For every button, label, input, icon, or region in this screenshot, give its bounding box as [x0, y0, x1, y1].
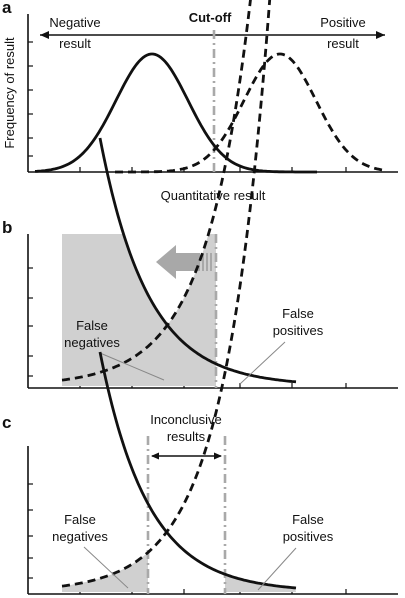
panel-b-false-positives-label-2: positives [273, 323, 324, 338]
panel-c-false-positives-label-2: positives [283, 529, 334, 544]
panel-c-false-negatives-label: False [64, 512, 96, 527]
panel-c-y-ticks [28, 483, 33, 579]
panel-a-positive-label-2: result [327, 36, 359, 51]
panel-b-shift-left-arrow [156, 245, 212, 279]
panel-a-double-arrow [40, 31, 385, 39]
panel-a: a Frequency of result Quantitative resul… [2, 0, 398, 203]
panel-c-inconclusive-arrow [151, 452, 222, 460]
panel-c-inconclusive-label-2: results [167, 429, 206, 444]
panel-b-y-ticks [28, 267, 33, 377]
panel-a-letter: a [2, 0, 12, 17]
panel-c: c Inconclusive [2, 0, 398, 595]
panel-a-x-axis-label: Quantitative result [161, 188, 266, 203]
panel-c-false-negatives-area [62, 552, 148, 592]
panel-a-negative-label-2: result [59, 36, 91, 51]
panel-a-cutoff-label: Cut-off [189, 10, 232, 25]
panel-b-negative-curve [98, 137, 297, 384]
panel-a-negative-label: Negative [49, 15, 100, 30]
panel-a-y-ticks [28, 41, 33, 157]
panel-b-letter: b [2, 218, 12, 237]
panel-b-false-negatives-leader [99, 352, 165, 381]
panel-a-x-ticks [79, 167, 347, 172]
panel-b-false-negatives-area [62, 234, 216, 386]
panel-b-false-positives-label: False [282, 306, 314, 321]
panel-a-y-axis-label: Frequency of result [2, 37, 17, 149]
panel-c-false-positives-label: False [292, 512, 324, 527]
panel-b-false-negatives-label-2: negatives [64, 335, 120, 350]
panel-a-positive-label: Positive [320, 15, 366, 30]
panel-b-false-positives-leader [239, 341, 286, 385]
panel-c-positive-curve [61, 0, 272, 588]
panel-c-inconclusive-label: Inconclusive [150, 412, 222, 427]
panel-c-false-negatives-leader [83, 546, 129, 589]
panel-b-false-negatives-label: False [76, 318, 108, 333]
panel-c-letter: c [2, 413, 11, 432]
panel-c-false-negatives-label-2: negatives [52, 529, 108, 544]
panel-b: b [2, 0, 398, 389]
panel-b-positive-curve [61, 0, 252, 382]
panel-a-negative-curve [34, 52, 317, 174]
panel-c-false-positives-leader [257, 547, 297, 591]
panel-a-positive-curve [115, 52, 386, 174]
